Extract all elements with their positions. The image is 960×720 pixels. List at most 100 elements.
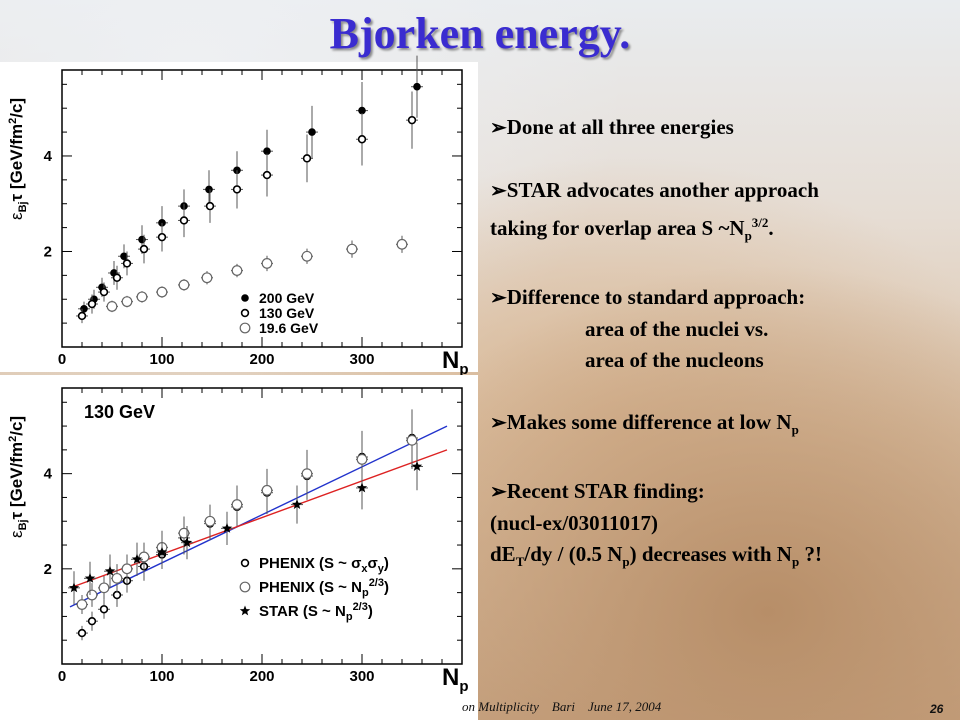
bullet-list: ➢Done at all three energies ➢STAR advoca… [490,112,950,578]
legend-entry: PHENIX (S ~ Np2/3) [259,577,389,599]
data-point [99,605,109,614]
x-axis-label: Np [442,347,469,378]
legend-entry: 130 GeV [259,305,315,321]
y-tick-label: 4 [44,148,53,165]
bullet-5: ➢Recent STAR finding: [490,479,705,504]
legend-entry: PHENIX (S ~ σxσy) [259,555,389,575]
bullet-2: ➢STAR advocates another approach [490,178,819,202]
x-tick-label: 200 [249,351,274,368]
data-point [406,434,418,446]
x-tick-label: 100 [149,668,174,685]
x-tick-label: 0 [58,351,66,368]
data-point [231,265,243,276]
data-point [411,461,423,471]
legend: PHENIX (S ~ σxσy)PHENIX (S ~ Np2/3)STAR … [239,555,389,623]
data-point [346,243,358,255]
chart-panel-1: 0 100 200 300 2 4 Np εBjτ [GeV/fm2/c] 200 GeV130… [0,55,478,378]
fit-line [69,425,448,608]
data-point [68,582,80,593]
arrow-bullet-icon: ➢ [490,180,507,202]
data-point [87,299,97,309]
data-point [301,250,313,262]
legend-marker [240,558,250,568]
data-point [104,565,116,576]
x-tick-label: 0 [58,668,66,685]
bullet-3-line-a: area of the nuclei vs. [585,317,769,342]
legend-entry: STAR (S ~ Np2/3) [259,601,373,623]
data-point [121,296,133,308]
y-axis-label: εBjτ [GeV/fm2/c] [7,416,29,538]
data-point [122,259,132,268]
bullet-5-formula: dET/dy / (0.5 Np) decreases with Np ?! [490,542,822,570]
series-2 [76,91,418,324]
series-3 [68,442,423,605]
y-tick-label: 2 [44,243,52,260]
fit-line [69,449,448,589]
legend-marker [239,605,251,616]
data-point [205,201,215,211]
data-point [356,482,368,493]
data-point [262,170,272,180]
bullet-4: ➢Makes some difference at low Np [490,410,799,438]
data-point [178,527,190,539]
data-point [86,589,98,601]
data-point [201,272,213,284]
data-point [358,106,366,115]
legend-marker [241,294,249,302]
data-point [76,599,88,610]
data-point [156,546,168,557]
data-point [138,551,150,563]
data-point [308,128,316,136]
data-point [87,616,97,626]
data-point [413,82,421,91]
arrow-bullet-icon: ➢ [490,117,507,139]
data-point [120,252,128,261]
data-point [407,115,417,125]
legend-marker [240,308,250,318]
arrow-bullet-icon: ➢ [490,481,507,504]
data-point [396,238,408,250]
page-number: 26 [930,702,944,716]
data-point [156,286,168,298]
data-point [232,185,242,194]
legend-entry: 19.6 GeV [259,320,319,336]
data-point [181,537,193,548]
arrow-bullet-icon: ➢ [490,287,507,310]
y-tick-label: 4 [44,466,53,483]
arrow-bullet-icon: ➢ [490,412,507,435]
data-point [98,582,110,594]
data-point [138,235,146,244]
x-axis-label: Np [442,664,469,695]
data-point [261,258,273,269]
data-point [231,499,243,510]
slide-footer: on Multiplicity Bari June 17, 2004 [462,699,662,714]
slide-title: Bjorken energy. [329,9,631,58]
data-point [221,522,233,533]
data-point [112,273,122,282]
data-point [302,154,312,163]
chart-background [0,62,478,372]
x-tick-label: 100 [149,351,174,368]
data-point [356,453,368,465]
x-tick-label: 300 [349,668,374,685]
data-point [157,232,167,242]
data-point [263,147,271,155]
data-point [204,515,216,527]
panel-title: 130 GeV [84,402,155,422]
y-tick-label: 2 [44,561,52,578]
legend-entry: 200 GeV [259,290,315,306]
bullet-3-line-b: area of the nucleons [585,348,764,373]
data-point [139,244,149,254]
data-point [106,301,118,312]
legend-marker [239,322,251,334]
data-point [77,628,87,638]
legend-marker [239,581,251,593]
data-point [261,484,273,496]
bullet-1: ➢Done at all three energies [490,115,734,139]
data-point [179,216,189,225]
y-axis-label: εBjτ [GeV/fm2/c] [7,98,29,220]
bullet-2-cont: taking for overlap area S ~Np3/2. [490,215,774,244]
bullet-5-ref: (nucl-ex/03011017) [490,511,658,536]
